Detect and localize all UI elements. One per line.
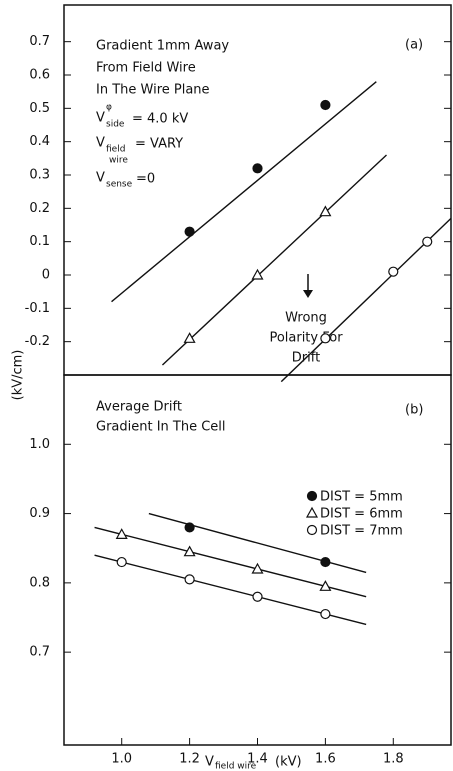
annotation: field — [106, 145, 125, 155]
marker — [422, 236, 433, 247]
annotation: φ — [106, 103, 112, 113]
annotation: wire — [109, 156, 128, 166]
annotation: V — [96, 171, 105, 186]
y-tick-label: 0.7 — [29, 34, 50, 49]
y-tick-label: 0.5 — [29, 101, 50, 116]
legend-marker — [305, 506, 319, 518]
marker — [320, 99, 331, 111]
annotation: In The Wire Plane — [96, 83, 210, 98]
y-tick-label: 0.2 — [29, 201, 50, 216]
y-tick-label: 0.7 — [29, 645, 50, 660]
y-tick-label: 0.1 — [29, 234, 50, 249]
annotation: Gradient 1mm Away — [96, 39, 229, 54]
annotation: V — [96, 111, 105, 126]
marker — [116, 556, 127, 568]
marker — [319, 205, 332, 217]
x-tick-label: 1.0 — [111, 752, 132, 767]
marker — [251, 562, 264, 574]
x-axis-label: field wire — [215, 762, 257, 771]
y-tick-label: 0.8 — [29, 575, 50, 590]
legend-marker — [306, 490, 318, 502]
annotation: Average Drift — [96, 400, 182, 415]
annotation: sense — [106, 180, 133, 190]
y-tick-label: -0.1 — [25, 301, 50, 316]
marker — [251, 268, 264, 280]
marker — [252, 591, 263, 602]
legend-label: DIST = 7mm — [320, 524, 403, 539]
annotation: Gradient In The Cell — [96, 420, 226, 435]
annotation: =0 — [136, 172, 155, 187]
x-axis-label: (kV) — [275, 755, 302, 770]
legend-marker — [306, 524, 318, 536]
y-tick-label: 0.4 — [29, 134, 50, 149]
y-tick-label: 0 — [42, 268, 50, 283]
annotation: V — [96, 136, 105, 151]
y-tick-label: -0.2 — [25, 334, 50, 349]
y-tick-label: 0.3 — [29, 168, 50, 183]
marker — [388, 266, 399, 277]
marker — [184, 226, 195, 237]
annotation: side — [106, 120, 125, 130]
fit-line — [280, 217, 452, 383]
fit-line — [161, 154, 387, 366]
marker — [320, 333, 331, 344]
marker — [320, 556, 331, 568]
x-tick-label: 1.2 — [179, 752, 200, 767]
panel-label: (b) — [405, 403, 423, 418]
x-tick-label: 1.8 — [383, 752, 404, 767]
marker — [184, 574, 195, 585]
marker — [183, 545, 196, 557]
annotation: From Field Wire — [96, 61, 196, 76]
y-axis-label: (kV/cm) — [11, 350, 26, 401]
legend-label: DIST = 6mm — [320, 507, 403, 522]
note: Wrong — [285, 311, 327, 326]
arrow-head — [303, 290, 313, 298]
x-tick-label: 1.6 — [315, 752, 336, 767]
annotation: = 4.0 kV — [132, 112, 188, 127]
legend-label: DIST = 5mm — [320, 490, 403, 505]
annotation: = VARY — [135, 137, 183, 152]
marker — [319, 580, 332, 591]
y-tick-label: 1.0 — [29, 437, 50, 452]
x-tick-label: 1.4 — [247, 752, 268, 767]
panel-label: (a) — [405, 38, 423, 53]
marker — [184, 522, 195, 533]
fit-line — [94, 526, 367, 598]
y-tick-label: 0.9 — [29, 506, 50, 521]
marker — [115, 528, 128, 539]
marker — [183, 332, 196, 343]
fit-line — [111, 81, 377, 303]
marker — [252, 163, 263, 174]
marker — [320, 608, 331, 620]
x-axis-label: V — [205, 755, 214, 770]
y-tick-label: 0.6 — [29, 68, 50, 83]
